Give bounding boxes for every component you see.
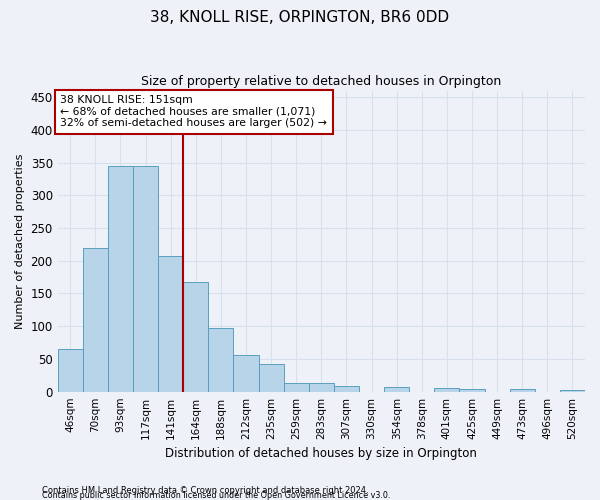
Bar: [208, 328, 233, 392]
Bar: [309, 383, 334, 392]
Bar: [259, 364, 284, 392]
X-axis label: Distribution of detached houses by size in Orpington: Distribution of detached houses by size …: [166, 447, 477, 460]
Text: Contains HM Land Registry data © Crown copyright and database right 2024.: Contains HM Land Registry data © Crown c…: [42, 486, 368, 495]
Bar: [133, 166, 158, 392]
Bar: [233, 355, 259, 392]
Bar: [434, 388, 460, 392]
Bar: [158, 256, 183, 392]
Text: 38 KNOLL RISE: 151sqm
← 68% of detached houses are smaller (1,071)
32% of semi-d: 38 KNOLL RISE: 151sqm ← 68% of detached …: [61, 95, 327, 128]
Y-axis label: Number of detached properties: Number of detached properties: [15, 154, 25, 329]
Bar: [509, 389, 535, 392]
Bar: [58, 349, 83, 392]
Bar: [284, 383, 309, 392]
Bar: [460, 389, 485, 392]
Bar: [108, 166, 133, 392]
Bar: [83, 248, 108, 392]
Bar: [183, 282, 208, 392]
Bar: [560, 390, 585, 392]
Text: 38, KNOLL RISE, ORPINGTON, BR6 0DD: 38, KNOLL RISE, ORPINGTON, BR6 0DD: [151, 10, 449, 25]
Title: Size of property relative to detached houses in Orpington: Size of property relative to detached ho…: [141, 75, 502, 88]
Bar: [384, 387, 409, 392]
Text: Contains public sector information licensed under the Open Government Licence v3: Contains public sector information licen…: [42, 491, 391, 500]
Bar: [334, 386, 359, 392]
